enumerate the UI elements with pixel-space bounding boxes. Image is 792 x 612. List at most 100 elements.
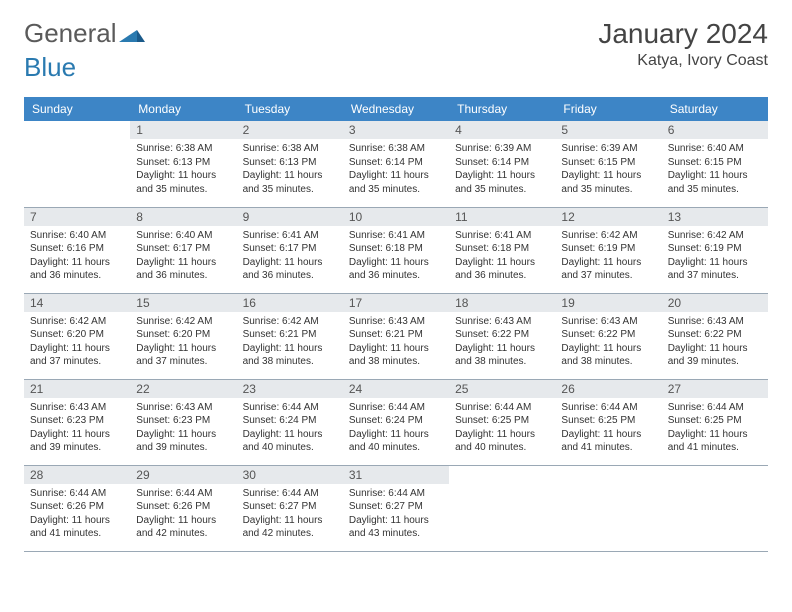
calendar-week-row: 21 Sunrise: 6:43 AMSunset: 6:23 PM Dayligh… [24, 379, 768, 465]
sunrise-text: Sunrise: 6:41 AM [349, 229, 443, 243]
sunset-text: Sunset: 6:17 PM [136, 242, 230, 256]
sunset-text: Sunset: 6:22 PM [455, 328, 549, 342]
daylight-text: Daylight: 11 hours and 37 minutes. [561, 256, 655, 283]
weekday-header-row: Sunday Monday Tuesday Wednesday Thursday… [24, 97, 768, 121]
calendar-day-cell: 12Sunrise: 6:42 AMSunset: 6:19 PMDayligh… [555, 207, 661, 293]
daylight-text: Daylight: 11 hours and 38 minutes. [561, 342, 655, 369]
sunset-text: Sunset: 6:25 PM [455, 414, 549, 428]
day-details: Sunrise: 6:44 AMSunset: 6:25 PMDaylight:… [662, 398, 768, 459]
sunset-text: Sunset: 6:24 PM [243, 414, 337, 428]
day-number: 3 [343, 121, 449, 139]
day-details: Sunrise: 6:38 AMSunset: 6:13 PMDaylight:… [130, 139, 236, 200]
calendar-day-cell: 2Sunrise: 6:38 AMSunset: 6:13 PMDaylight… [237, 121, 343, 207]
day-details: Sunrise: 6:43 AMSunset: 6:22 PMDaylight:… [449, 312, 555, 373]
daylight-text: Daylight: 11 hours and 36 minutes. [455, 256, 549, 283]
brand-mark-icon [119, 18, 145, 49]
daylight-text: Daylight: 11 hours and 42 minutes. [243, 514, 337, 541]
calendar-day-cell: 8Sunrise: 6:40 AMSunset: 6:17 PMDaylight… [130, 207, 236, 293]
sunset-text: Sunset: 6:18 PM [455, 242, 549, 256]
sunset-text: Sunset: 6:18 PM [349, 242, 443, 256]
calendar-week-row: 7Sunrise: 6:40 AMSunset: 6:16 PMDaylight… [24, 207, 768, 293]
calendar-day-cell: 1Sunrise: 6:38 AMSunset: 6:13 PMDaylight… [130, 121, 236, 207]
calendar-day-cell: 4Sunrise: 6:39 AMSunset: 6:14 PMDaylight… [449, 121, 555, 207]
daylight-text: Daylight: 11 hours and 37 minutes. [30, 342, 124, 369]
sunrise-text: Sunrise: 6:40 AM [668, 142, 762, 156]
calendar-day-cell: 28Sunrise: 6:44 AMSunset: 6:26 PMDayligh… [24, 465, 130, 551]
day-number: 26 [555, 380, 661, 398]
sunset-text: Sunset: 6:21 PM [243, 328, 337, 342]
sunrise-text: Sunrise: 6:41 AM [243, 229, 337, 243]
calendar-day-cell: 5Sunrise: 6:39 AMSunset: 6:15 PMDaylight… [555, 121, 661, 207]
daylight-text: Daylight: 11 hours and 36 minutes. [243, 256, 337, 283]
day-number: 23 [237, 380, 343, 398]
sunrise-text: Sunrise: 6:44 AM [30, 487, 124, 501]
sunset-text: Sunset: 6:25 PM [668, 414, 762, 428]
day-details: Sunrise: 6:41 AMSunset: 6:18 PMDaylight:… [343, 226, 449, 287]
day-details: Sunrise: 6:41 AMSunset: 6:18 PMDaylight:… [449, 226, 555, 287]
day-details: Sunrise: 6:42 AMSunset: 6:21 PMDaylight:… [237, 312, 343, 373]
day-details: Sunrise: 6:38 AMSunset: 6:14 PMDaylight:… [343, 139, 449, 200]
day-details: Sunrise: 6:42 AMSunset: 6:20 PMDaylight:… [130, 312, 236, 373]
daylight-text: Daylight: 11 hours and 37 minutes. [136, 342, 230, 369]
calendar-day-cell: 20Sunrise: 6:43 AMSunset: 6:22 PMDayligh… [662, 293, 768, 379]
day-details: Sunrise: 6:42 AMSunset: 6:20 PMDaylight:… [24, 312, 130, 373]
calendar-day-cell: 11Sunrise: 6:41 AMSunset: 6:18 PMDayligh… [449, 207, 555, 293]
sunrise-text: Sunrise: 6:43 AM [455, 315, 549, 329]
weekday-header: Tuesday [237, 97, 343, 121]
day-number: 27 [662, 380, 768, 398]
sunrise-text: Sunrise: 6:42 AM [136, 315, 230, 329]
sunrise-text: Sunrise: 6:43 AM [30, 401, 124, 415]
sunrise-text: Sunrise: 6:42 AM [668, 229, 762, 243]
sunrise-text: Sunrise: 6:44 AM [455, 401, 549, 415]
sunrise-text: Sunrise: 6:43 AM [349, 315, 443, 329]
daylight-text: Daylight: 11 hours and 35 minutes. [136, 169, 230, 196]
calendar-day-cell [24, 121, 130, 207]
calendar-day-cell: 22Sunrise: 6:43 AMSunset: 6:23 PMDayligh… [130, 379, 236, 465]
day-details: Sunrise: 6:41 AMSunset: 6:17 PMDaylight:… [237, 226, 343, 287]
daylight-text: Daylight: 11 hours and 39 minutes. [668, 342, 762, 369]
sunrise-text: Sunrise: 6:42 AM [561, 229, 655, 243]
day-number: 28 [24, 466, 130, 484]
sunrise-text: Sunrise: 6:44 AM [349, 487, 443, 501]
day-details: Sunrise: 6:44 AMSunset: 6:24 PMDaylight:… [237, 398, 343, 459]
sunset-text: Sunset: 6:22 PM [561, 328, 655, 342]
calendar-day-cell: 31Sunrise: 6:44 AMSunset: 6:27 PMDayligh… [343, 465, 449, 551]
daylight-text: Daylight: 11 hours and 38 minutes. [349, 342, 443, 369]
day-number: 30 [237, 466, 343, 484]
sunrise-text: Sunrise: 6:42 AM [30, 315, 124, 329]
day-details: Sunrise: 6:44 AMSunset: 6:27 PMDaylight:… [343, 484, 449, 545]
sunset-text: Sunset: 6:27 PM [349, 500, 443, 514]
day-number: 13 [662, 208, 768, 226]
day-number: 17 [343, 294, 449, 312]
calendar-day-cell: 26Sunrise: 6:44 AMSunset: 6:25 PMDayligh… [555, 379, 661, 465]
location: Katya, Ivory Coast [598, 52, 768, 70]
sunset-text: Sunset: 6:26 PM [30, 500, 124, 514]
calendar-week-row: 28Sunrise: 6:44 AMSunset: 6:26 PMDayligh… [24, 465, 768, 551]
sunrise-text: Sunrise: 6:44 AM [561, 401, 655, 415]
sunrise-text: Sunrise: 6:44 AM [668, 401, 762, 415]
day-details: Sunrise: 6:42 AMSunset: 6:19 PMDaylight:… [555, 226, 661, 287]
daylight-text: Daylight: 11 hours and 35 minutes. [561, 169, 655, 196]
daylight-text: Daylight: 11 hours and 41 minutes. [561, 428, 655, 455]
calendar-day-cell: 9Sunrise: 6:41 AMSunset: 6:17 PMDaylight… [237, 207, 343, 293]
sunrise-text: Sunrise: 6:41 AM [455, 229, 549, 243]
brand-part1: General [24, 18, 117, 49]
day-details: Sunrise: 6:43 AMSunset: 6:21 PMDaylight:… [343, 312, 449, 373]
sunset-text: Sunset: 6:21 PM [349, 328, 443, 342]
sunset-text: Sunset: 6:23 PM [30, 414, 124, 428]
sunrise-text: Sunrise: 6:44 AM [243, 401, 337, 415]
calendar-day-cell: 15Sunrise: 6:42 AMSunset: 6:20 PMDayligh… [130, 293, 236, 379]
weekday-header: Saturday [662, 97, 768, 121]
sunrise-text: Sunrise: 6:40 AM [136, 229, 230, 243]
day-number: 14 [24, 294, 130, 312]
daylight-text: Daylight: 11 hours and 40 minutes. [455, 428, 549, 455]
calendar-day-cell: 10Sunrise: 6:41 AMSunset: 6:18 PMDayligh… [343, 207, 449, 293]
sunset-text: Sunset: 6:26 PM [136, 500, 230, 514]
sunrise-text: Sunrise: 6:40 AM [30, 229, 124, 243]
weekday-header: Monday [130, 97, 236, 121]
day-number: 5 [555, 121, 661, 139]
calendar-day-cell: 3Sunrise: 6:38 AMSunset: 6:14 PMDaylight… [343, 121, 449, 207]
day-number: 29 [130, 466, 236, 484]
day-number: 21 [24, 380, 130, 398]
day-details: Sunrise: 6:38 AMSunset: 6:13 PMDaylight:… [237, 139, 343, 200]
